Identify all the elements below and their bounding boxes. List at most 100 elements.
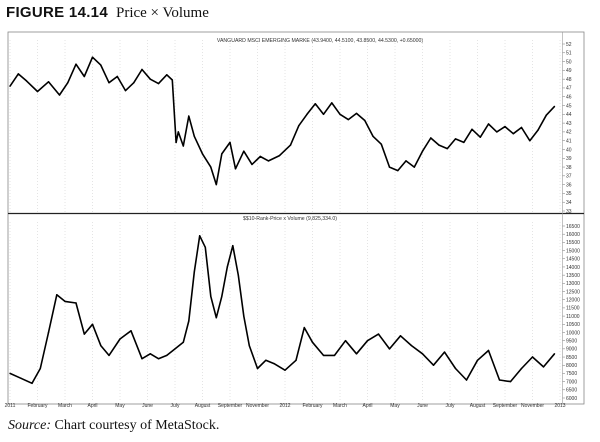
source-caption: Source: Chart courtesy of MetaStock.: [8, 418, 219, 434]
y-tick-label: 48: [566, 77, 572, 83]
data-point: [347, 118, 349, 121]
data-point: [537, 129, 539, 131]
figure-number: FIGURE 14.14: [6, 4, 108, 21]
data-point: [171, 79, 173, 81]
source-text: Chart courtesy of MetaStock.: [51, 418, 220, 433]
data-point: [465, 379, 468, 381]
series-lines: [9, 56, 556, 385]
data-point: [75, 302, 77, 304]
data-point: [221, 295, 223, 298]
data-point: [413, 166, 415, 168]
data-point: [108, 354, 110, 357]
data-point: [454, 138, 457, 140]
data-point: [322, 354, 325, 357]
data-point: [339, 113, 341, 116]
data-point: [306, 113, 308, 116]
top-panel-title: VANGUARD MSCI EMERGING MARKE (43.9400, 4…: [217, 38, 423, 44]
data-point: [116, 75, 119, 78]
y-tick-label: 13000: [566, 281, 580, 287]
x-tick-label: 2012: [279, 403, 290, 409]
y-tick-label: 39: [566, 156, 572, 162]
data-point: [9, 372, 11, 375]
y-tick-label: 11000: [566, 314, 580, 320]
data-point: [399, 335, 402, 337]
data-point: [83, 75, 86, 78]
data-point: [496, 131, 498, 133]
data-point: [141, 358, 143, 360]
y-tick-label: 14500: [566, 257, 580, 263]
y-tick-label: 16500: [566, 224, 580, 230]
y-tick-label: 44: [566, 112, 572, 118]
data-point: [193, 271, 195, 273]
data-point: [215, 183, 217, 186]
data-point: [201, 153, 204, 155]
y-tick-label: 16000: [566, 232, 580, 238]
data-point: [265, 359, 267, 361]
data-point: [204, 246, 206, 248]
y-tick-label: 52: [566, 42, 572, 48]
data-point: [237, 274, 239, 276]
data-point: [58, 94, 61, 96]
x-tick-label: 2011: [5, 403, 16, 409]
data-point: [380, 143, 382, 145]
data-point: [298, 125, 300, 127]
data-point: [243, 150, 245, 152]
y-tick-label: 8500: [566, 355, 577, 361]
data-point: [149, 353, 151, 355]
data-point: [251, 163, 253, 166]
data-point: [91, 56, 94, 58]
x-tick-label: November: [246, 403, 269, 409]
data-point: [248, 344, 250, 347]
data-point: [108, 82, 110, 84]
y-tick-label: 6500: [566, 388, 577, 394]
data-point: [133, 82, 135, 84]
figure-caption: Price × Volume: [115, 5, 209, 21]
data-point: [31, 382, 33, 384]
data-point: [229, 141, 231, 144]
y-tick-label: 8000: [566, 363, 577, 369]
x-tick-label: August: [195, 403, 211, 409]
data-point: [124, 89, 127, 92]
data-point: [333, 354, 336, 357]
data-point: [75, 63, 77, 65]
y-tick-label: 46: [566, 95, 572, 101]
data-point: [520, 367, 523, 370]
y-tick-label: 15500: [566, 240, 580, 246]
data-point: [166, 74, 168, 76]
x-tick-label: June: [142, 403, 153, 409]
data-point: [344, 340, 347, 342]
data-point: [182, 145, 184, 147]
y-tick-label: 14000: [566, 265, 580, 271]
y-tick-label: 50: [566, 59, 572, 65]
data-point: [210, 166, 212, 168]
y-tick-label: 35: [566, 191, 572, 197]
x-tick-label: March: [58, 403, 72, 409]
y-tick-label: 9000: [566, 347, 577, 353]
y-tick-label: 10000: [566, 330, 580, 336]
data-point: [366, 340, 369, 342]
data-point: [397, 169, 399, 172]
x-tick-label: 2013: [554, 403, 565, 409]
data-point: [226, 266, 228, 268]
data-point: [166, 354, 168, 357]
y-tick-label: 10500: [566, 322, 580, 328]
data-point: [199, 235, 201, 237]
x-tick-label: April: [87, 403, 97, 409]
data-point: [17, 73, 19, 75]
y-tick-label: 9500: [566, 338, 577, 344]
chart-frame: [7, 31, 585, 405]
data-point: [542, 366, 545, 368]
data-point: [331, 102, 333, 104]
data-point: [273, 362, 275, 365]
x-tick-label: April: [362, 403, 372, 409]
data-point: [47, 81, 50, 83]
y-tick-label: 43: [566, 121, 572, 127]
data-point: [487, 349, 490, 352]
data-point: [278, 154, 281, 157]
data-point: [267, 160, 270, 162]
data-point: [234, 168, 237, 170]
y-tick-label: 51: [566, 51, 572, 57]
data-point: [487, 123, 490, 125]
data-point: [20, 377, 22, 379]
